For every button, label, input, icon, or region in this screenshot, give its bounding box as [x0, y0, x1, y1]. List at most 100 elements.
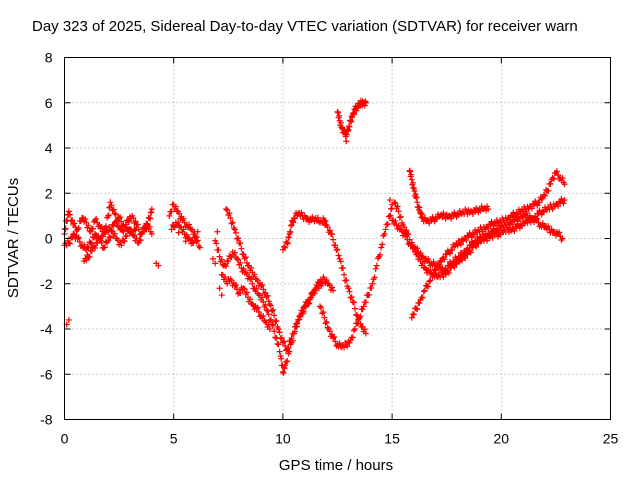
data-point [419, 260, 426, 267]
data-point [350, 111, 357, 118]
data-point [225, 258, 232, 265]
data-point [120, 228, 127, 235]
series-track-f [223, 206, 326, 354]
data-point [278, 355, 285, 362]
data-point [224, 206, 231, 213]
data-point [349, 334, 356, 341]
series-track-l [406, 167, 492, 227]
data-point [276, 348, 283, 355]
data-point [153, 260, 160, 267]
data-point [254, 304, 261, 311]
data-point [88, 248, 95, 255]
y-tick-labels: -8 -6 -4 -2 0 2 4 6 8 [40, 50, 53, 428]
data-point [362, 299, 369, 306]
data-point [357, 313, 364, 320]
data-point [445, 269, 452, 276]
data-point [258, 283, 265, 290]
data-point [321, 314, 328, 321]
data-point [265, 321, 272, 328]
data-point [110, 206, 117, 213]
data-point [185, 221, 192, 228]
data-point [271, 328, 278, 335]
data-point [392, 200, 399, 207]
data-point [216, 253, 223, 260]
data-point [218, 292, 225, 299]
data-point [536, 199, 543, 206]
data-point [140, 228, 147, 235]
data-point [231, 283, 238, 290]
data-point [166, 212, 173, 219]
data-point [99, 233, 106, 240]
data-point [107, 234, 114, 241]
data-point [379, 241, 386, 248]
data-point [83, 257, 90, 264]
data-point [341, 271, 348, 278]
data-point [92, 230, 99, 237]
data-point [168, 226, 175, 233]
data-point [267, 316, 274, 323]
data-point [264, 292, 271, 299]
data-point [372, 265, 379, 272]
data-point [133, 235, 140, 242]
data-point [387, 212, 394, 219]
x-tick-label: 0 [61, 431, 69, 447]
data-point [232, 229, 239, 236]
data-point [96, 236, 103, 243]
data-point [313, 281, 320, 288]
data-point [420, 288, 427, 295]
data-point [312, 287, 319, 294]
series-track-i [317, 201, 396, 351]
data-point [348, 118, 355, 125]
data-point [75, 224, 82, 231]
data-point [122, 221, 129, 228]
data-point [243, 259, 250, 266]
data-point [253, 285, 260, 292]
data-point [132, 218, 139, 225]
data-point [228, 220, 235, 227]
data-point [89, 225, 96, 232]
data-point [346, 123, 353, 130]
data-point [322, 320, 329, 327]
data-point [334, 246, 341, 253]
data-point [259, 281, 266, 288]
data-point [373, 262, 380, 269]
data-point [515, 215, 522, 222]
y-tick-label: 6 [45, 95, 53, 111]
y-tick-label: 4 [45, 140, 53, 156]
data-point [287, 229, 294, 236]
data-point [395, 208, 402, 215]
data-point [434, 262, 441, 269]
data-point [218, 256, 225, 263]
data-point [86, 254, 93, 261]
data-point [344, 343, 351, 350]
data-point [332, 338, 339, 345]
data-point [348, 294, 355, 301]
data-point [320, 309, 327, 316]
data-point [216, 285, 223, 292]
data-point [382, 226, 389, 233]
data-point [214, 228, 221, 235]
series-track-n [391, 196, 568, 281]
data-point [280, 338, 287, 345]
data-point [362, 330, 369, 337]
data-point [74, 235, 81, 242]
data-point [353, 311, 360, 318]
axis-ticks [64, 57, 611, 420]
data-point [118, 242, 125, 249]
data-point [556, 229, 563, 236]
data-point [249, 301, 256, 308]
data-point [148, 206, 155, 213]
data-point [541, 192, 548, 199]
data-point [284, 358, 291, 365]
data-point [242, 254, 249, 261]
data-point [560, 200, 567, 207]
data-point [425, 255, 432, 262]
data-point [534, 202, 541, 209]
data-point [386, 197, 393, 204]
data-point [452, 260, 459, 267]
data-point [194, 237, 201, 244]
data-point [408, 314, 415, 321]
data-point [528, 205, 535, 212]
data-point [102, 223, 109, 230]
data-point [349, 298, 356, 305]
